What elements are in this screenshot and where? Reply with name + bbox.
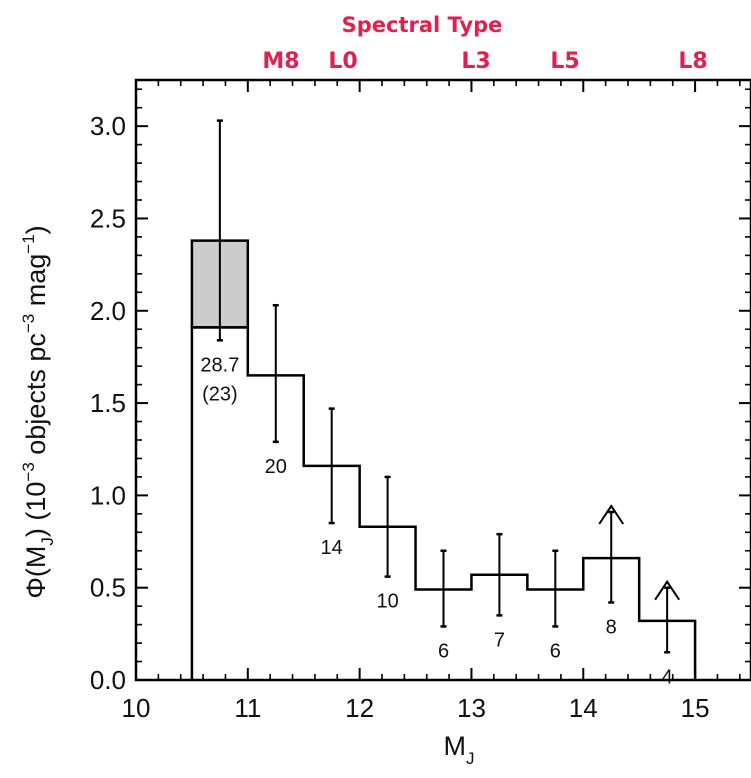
spectral-type-label: L8 <box>678 49 707 74</box>
plot-frame <box>134 78 751 682</box>
lower-limit-arrow-8 <box>654 579 680 601</box>
lower-limit-arrow-7 <box>598 504 625 525</box>
count-label-8: 4 <box>662 666 673 688</box>
x-tick-label: 11 <box>234 693 261 723</box>
x-tick-labels: 10 11 12 13 14 15 <box>122 693 710 723</box>
count-label-6: 6 <box>550 640 561 662</box>
plot-area: 28.7 (23) 20 14 10 6 7 6 8 4 <box>134 78 751 688</box>
y-axis-title: Φ(MJ) (10−3 objects pc−3 mag−1) <box>19 225 57 598</box>
count-label-3: 10 <box>376 591 398 613</box>
spectral-type-label: L5 <box>550 49 579 74</box>
count-label-secondary-0: (23) <box>202 383 238 405</box>
count-label-7: 8 <box>606 616 617 638</box>
y-tick-label: 1.0 <box>90 480 126 510</box>
count-label-2: 14 <box>321 537 343 559</box>
count-label-1: 20 <box>265 456 287 478</box>
x-tick-label: 13 <box>457 693 486 723</box>
count-label-5: 7 <box>494 629 505 651</box>
x-tick-label: 15 <box>681 693 710 723</box>
x-tick-label: 14 <box>569 693 598 723</box>
x-axis-title: MJ <box>444 731 475 768</box>
x-tick-label: 12 <box>345 693 374 723</box>
spectral-type-label: L0 <box>328 49 357 74</box>
count-label-4: 6 <box>438 640 449 662</box>
y-tick-label: 2.5 <box>90 203 126 233</box>
y-tick-label: 1.5 <box>90 388 126 418</box>
y-tick-label: 2.0 <box>90 296 126 326</box>
y-tick-label: 0.0 <box>90 665 126 695</box>
y-tick-label: 0.5 <box>90 573 126 603</box>
spectral-type-label: L3 <box>461 49 490 74</box>
spectral-type-labels: M8 L0 L3 L5 L8 <box>262 49 707 74</box>
x-axis-title-subscript: J <box>466 749 475 768</box>
spectral-type-label: M8 <box>262 49 299 74</box>
x-tick-label: 10 <box>122 693 151 723</box>
y-tick-labels: 0.0 0.5 1.0 1.5 2.0 2.5 3.0 <box>90 111 126 695</box>
y-tick-label: 3.0 <box>90 111 126 141</box>
spectral-type-axis-title: Spectral Type <box>342 13 503 37</box>
count-label-0: 28.7 <box>200 354 239 376</box>
